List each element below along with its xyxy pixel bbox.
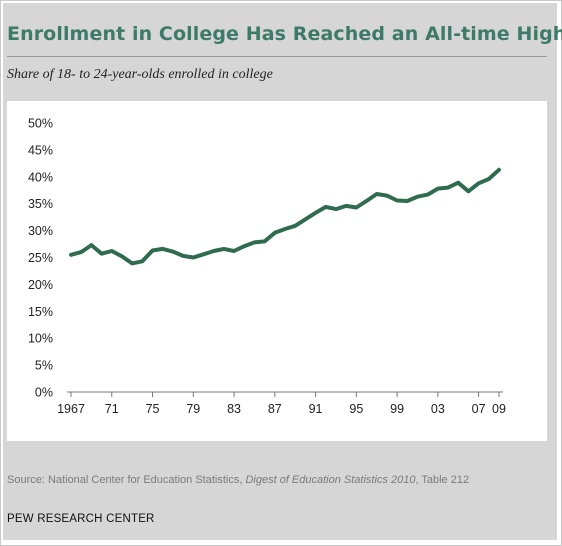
enrollment-series-line xyxy=(69,167,501,266)
y-tick-label: 30% xyxy=(28,224,53,238)
title-divider xyxy=(7,56,547,57)
y-tick-label: 25% xyxy=(28,251,53,265)
source-note: Source: National Center for Education St… xyxy=(7,473,547,487)
x-tick-label: 75 xyxy=(146,402,160,416)
y-tick-label: 50% xyxy=(28,117,53,131)
x-tick-label: 91 xyxy=(309,402,323,416)
plot-area: 0% 5% 10% 15% 20% 25% 30% 35% 40% 45% 50% 1967 71 75… xyxy=(7,101,547,441)
source-suffix: , Table 212 xyxy=(415,474,470,486)
x-tick-label: 95 xyxy=(349,402,363,416)
chart-subtitle: Share of 18- to 24-year-olds enrolled in… xyxy=(7,67,273,82)
x-tick-label: 07 xyxy=(472,402,486,416)
chart-title: Enrollment in College Has Reached an All… xyxy=(7,23,562,45)
x-tick-label: 87 xyxy=(268,402,282,416)
y-tick-label: 45% xyxy=(28,143,53,157)
source-publication: Digest of Education Statistics 2010 xyxy=(245,474,416,486)
y-tick-label: 5% xyxy=(35,359,53,373)
x-tick-label: 83 xyxy=(227,402,241,416)
x-tick-label: 79 xyxy=(186,402,200,416)
source-prefix: Source: National Center for Education St… xyxy=(7,474,243,486)
y-tick-label: 15% xyxy=(28,305,53,319)
x-tick-label: 71 xyxy=(105,402,119,416)
y-tick-label: 10% xyxy=(28,332,53,346)
y-tick-label: 40% xyxy=(28,170,53,184)
y-tick-label: 20% xyxy=(28,278,53,292)
y-tick-label: 35% xyxy=(28,197,53,211)
y-tick-label: 0% xyxy=(35,386,53,400)
x-tick-label: 99 xyxy=(390,402,404,416)
line-chart: 0% 5% 10% 15% 20% 25% 30% 35% 40% 45% 50% 1967 71 75… xyxy=(28,117,506,417)
figure-panel: Enrollment in College Has Reached an All… xyxy=(3,3,562,540)
x-tick-label: 09 xyxy=(492,402,506,416)
organization-credit: PEW RESEARCH CENTER xyxy=(7,513,155,525)
x-tick-label: 03 xyxy=(431,402,445,416)
x-tick-label: 1967 xyxy=(57,402,85,416)
